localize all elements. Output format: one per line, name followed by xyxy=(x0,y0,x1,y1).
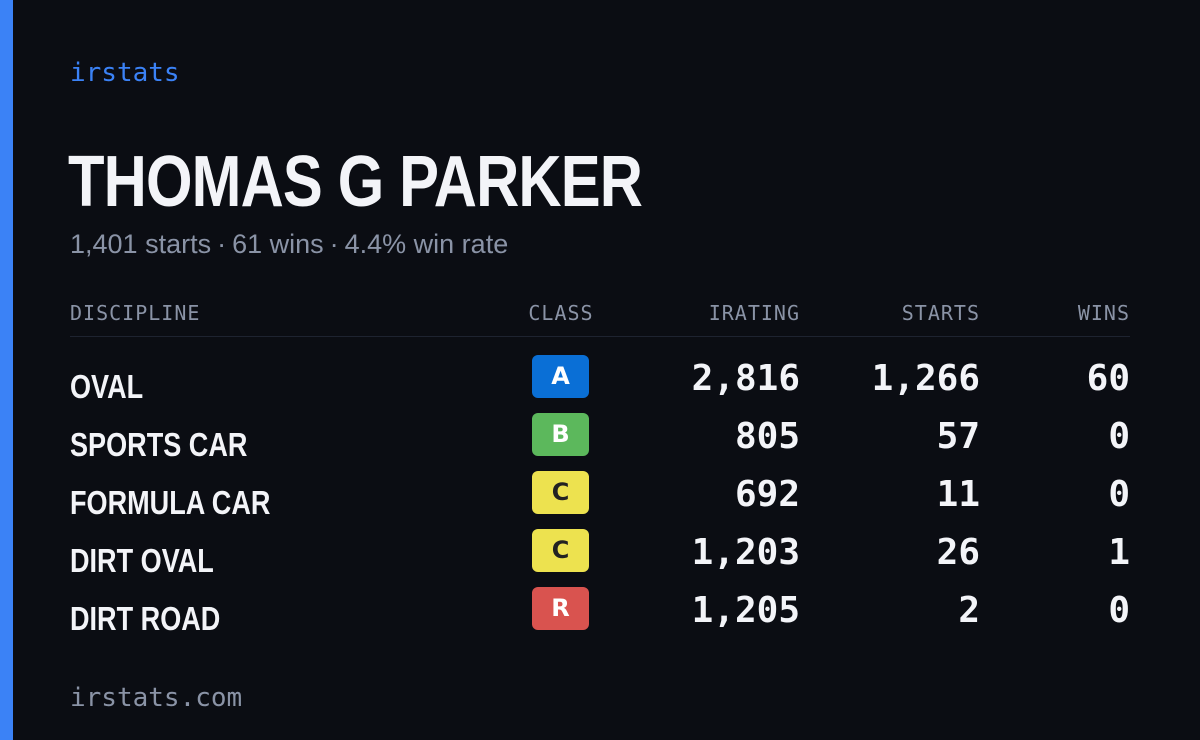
wins-value: 0 xyxy=(1108,416,1130,457)
table-row: DIRT ROAD R 1,205 2 0 xyxy=(70,587,1130,645)
summary-wins: 61 wins xyxy=(232,229,324,259)
column-header-irating: IRATING xyxy=(708,301,800,325)
summary-win-rate: 4.4% win rate xyxy=(344,229,509,259)
wins-value: 60 xyxy=(1086,358,1130,399)
table-row: SPORTS CAR B 805 57 0 xyxy=(70,413,1130,471)
license-class-badge: C xyxy=(532,471,589,514)
wins-value: 1 xyxy=(1108,532,1130,573)
column-header-discipline: DISCIPLINE xyxy=(70,301,201,325)
irating-value: 2,816 xyxy=(691,358,800,399)
table-body: OVAL A 2,816 1,266 60 SPORTS CAR B 805 5… xyxy=(70,337,1130,645)
stats-table: DISCIPLINE CLASS IRATING STARTS WINS OVA… xyxy=(70,294,1130,645)
license-class-badge: C xyxy=(532,529,589,572)
table-row: DIRT OVAL C 1,203 26 1 xyxy=(70,529,1130,587)
license-class-badge: A xyxy=(532,355,589,398)
irating-value: 1,205 xyxy=(691,590,800,631)
table-row: FORMULA CAR C 692 11 0 xyxy=(70,471,1130,529)
footer-url: irstats.com xyxy=(70,683,243,713)
discipline-name: DIRT OVAL xyxy=(70,542,214,579)
driver-name: THOMAS G PARKER xyxy=(68,142,643,222)
irating-value: 1,203 xyxy=(691,532,800,573)
irating-value: 805 xyxy=(734,416,800,457)
table-row: OVAL A 2,816 1,266 60 xyxy=(70,355,1130,413)
license-class-badge: B xyxy=(532,413,589,456)
license-class-badge: R xyxy=(532,587,589,630)
starts-value: 26 xyxy=(936,532,980,573)
irating-value: 692 xyxy=(734,474,800,515)
wins-value: 0 xyxy=(1108,474,1130,515)
accent-bar xyxy=(0,0,13,740)
starts-value: 1,266 xyxy=(871,358,980,399)
column-header-wins: WINS xyxy=(1077,301,1130,325)
driver-summary: 1,401 starts · 61 wins · 4.4% win rate xyxy=(70,226,508,262)
summary-separator: · xyxy=(329,229,339,259)
discipline-name: SPORTS CAR xyxy=(70,426,248,463)
table-header: DISCIPLINE CLASS IRATING STARTS WINS xyxy=(70,294,1130,337)
discipline-name: DIRT ROAD xyxy=(70,600,221,637)
column-header-starts: STARTS xyxy=(901,301,980,325)
discipline-name: FORMULA CAR xyxy=(70,484,271,521)
discipline-name: OVAL xyxy=(70,368,144,405)
wins-value: 0 xyxy=(1108,590,1130,631)
brand-logo: irstats xyxy=(70,58,180,88)
column-header-class: CLASS xyxy=(528,301,594,325)
starts-value: 57 xyxy=(936,416,980,457)
starts-value: 11 xyxy=(936,474,980,515)
summary-separator: · xyxy=(217,229,227,259)
summary-starts: 1,401 starts xyxy=(70,229,212,259)
starts-value: 2 xyxy=(958,590,980,631)
